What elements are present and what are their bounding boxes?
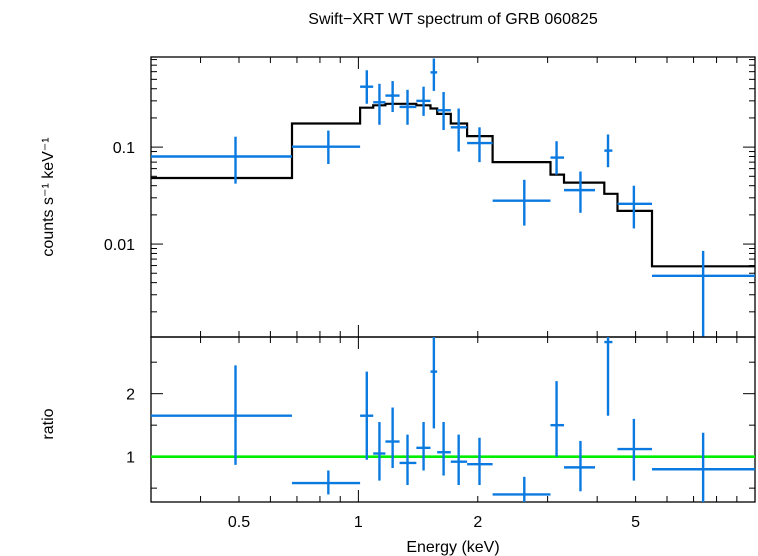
spectrum-data-point	[151, 136, 292, 184]
spectrum-data-point	[416, 86, 431, 116]
spectrum-data-point	[450, 108, 468, 152]
ratio-data-point	[385, 407, 400, 468]
x-tick-label: 0.5	[228, 514, 250, 531]
ratio-data-point	[492, 476, 551, 502]
bottom-y-tick-label: 1	[126, 450, 135, 467]
spectrum-data-point	[399, 89, 417, 125]
spectrum-data-point	[437, 92, 451, 131]
top-plot-frame	[150, 56, 756, 338]
ratio-data-point	[437, 422, 451, 476]
ratio-data-point	[550, 381, 565, 457]
top-y-tick-label: 0.01	[104, 237, 135, 254]
bottom-y-tick-label: 2	[126, 387, 135, 404]
top-y-tick-label: 0.1	[113, 140, 135, 157]
ratio-data-point	[450, 434, 468, 485]
ratio-panel: 0.5 1 2 5 1 2	[126, 336, 756, 531]
ratio-data-point	[617, 418, 653, 481]
ratio-data-point	[291, 470, 361, 495]
x-axis-label: Energy (keV)	[406, 539, 499, 556]
ratio-data-point	[360, 371, 374, 460]
bottom-y-axis-label: ratio	[40, 408, 57, 439]
spectrum-data-point	[430, 58, 438, 91]
spectrum-data-point	[604, 134, 613, 168]
spectrum-data-point	[617, 185, 653, 229]
ratio-data-point	[373, 422, 386, 481]
model-step-line	[151, 102, 755, 268]
ratio-data-point	[652, 432, 755, 502]
ratio-data-point	[430, 337, 438, 429]
spectrum-data-point	[550, 141, 565, 175]
spectrum-panel: 0.01 0.1	[104, 56, 756, 338]
spectrum-data-point	[291, 130, 361, 164]
top-y-axis-label: counts s⁻¹ keV⁻¹	[40, 137, 57, 256]
ratio-data-point	[151, 365, 292, 465]
x-tick-label: 5	[631, 514, 640, 531]
ratio-data-point	[604, 337, 613, 416]
ratio-data-point	[399, 434, 417, 485]
x-tick-label: 1	[354, 514, 363, 531]
spectrum-data-point	[492, 179, 551, 226]
spectrum-data-point	[564, 171, 596, 213]
bottom-plot-frame	[150, 336, 756, 503]
x-tick-label: 2	[473, 514, 482, 531]
ratio-data-point	[467, 437, 493, 485]
spectrum-data-point	[467, 127, 493, 163]
spectrum-data-point	[652, 250, 755, 337]
spectrum-data-point	[373, 83, 386, 125]
spectrum-data-point	[360, 70, 374, 104]
ratio-data-point	[416, 422, 431, 471]
spectrum-data-point	[385, 81, 400, 113]
chart-title: Swift−XRT WT spectrum of GRB 060825	[308, 11, 598, 28]
ratio-data-point	[564, 440, 596, 492]
